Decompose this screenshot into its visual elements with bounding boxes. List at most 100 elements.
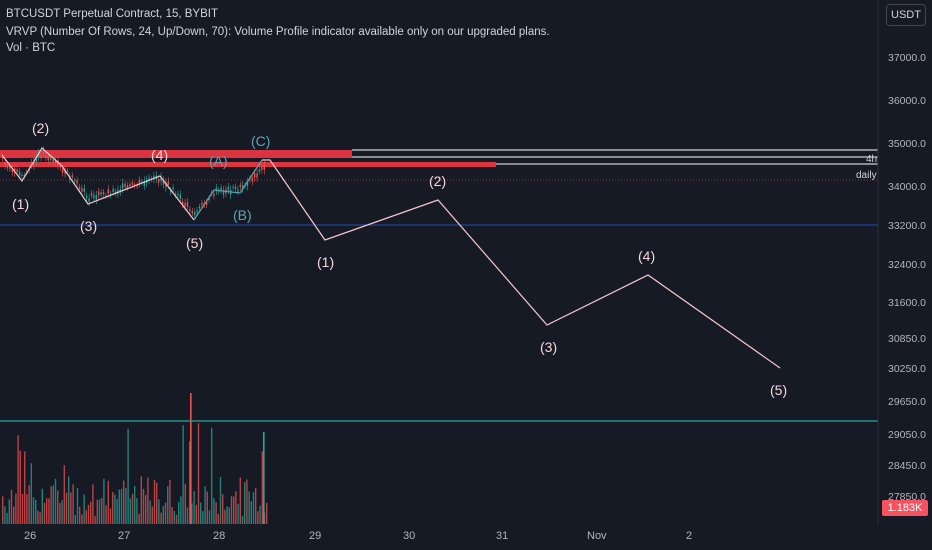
candle-body	[119, 189, 121, 193]
volume-bar	[211, 427, 213, 524]
candle-body	[165, 182, 167, 188]
candle-body	[160, 176, 162, 182]
candle-body	[93, 194, 95, 199]
price-label: 35000.0	[888, 138, 926, 150]
volume-bar	[72, 484, 74, 524]
volume-bar	[190, 393, 192, 524]
volume-bar	[193, 491, 195, 524]
volume-bar	[219, 476, 222, 524]
candle-body	[131, 182, 133, 185]
volume-bar	[114, 494, 116, 524]
volume-bar	[175, 514, 178, 524]
volume-bar	[266, 502, 268, 524]
candle-body	[126, 185, 129, 188]
volume-bar	[131, 493, 134, 524]
volume-bar	[41, 488, 43, 524]
volume-bar	[101, 497, 103, 524]
volume-bar	[6, 512, 8, 524]
vrvp-legend[interactable]: VRVP (Number Of Rows, 24, Up/Down, 70): …	[6, 26, 550, 38]
volume-bar	[145, 494, 147, 524]
volume-bar	[173, 510, 175, 524]
candle-body	[4, 162, 6, 166]
time-label: 29	[309, 530, 322, 542]
candle-body	[81, 188, 83, 192]
candle-body	[64, 169, 66, 174]
time-label: 30	[403, 530, 416, 542]
candle-body	[237, 189, 239, 192]
corrective-wave-line	[193, 159, 263, 221]
candle-body	[35, 157, 37, 162]
price-label: 36000.0	[888, 95, 926, 107]
time-label: Nov	[587, 530, 607, 542]
candle-body	[107, 189, 109, 194]
price-label: 29650.0	[888, 396, 926, 408]
volume-bar	[13, 506, 15, 524]
volume-bar	[105, 505, 107, 524]
volume-bar	[180, 496, 182, 524]
volume-bar	[217, 514, 219, 524]
volume-bar	[182, 425, 184, 524]
zone-label-4h: 4h	[866, 154, 878, 165]
volume-bar	[215, 502, 217, 524]
candle-body	[220, 187, 222, 191]
volume-bar	[153, 479, 156, 524]
volume-bar	[248, 491, 250, 524]
volume-bar	[237, 503, 239, 524]
volume-bar	[83, 494, 85, 524]
volume-bar	[158, 499, 160, 524]
volume-legend[interactable]: Vol · BTC	[6, 42, 56, 54]
volume-bar	[184, 483, 186, 524]
volume-value-tag: 1.183K	[882, 500, 928, 516]
wave-label-past-1: (1)	[12, 196, 30, 212]
candle-body	[62, 168, 64, 173]
candle-body	[33, 161, 35, 166]
price-label: 28450.0	[888, 460, 926, 472]
volume-bar	[116, 499, 118, 524]
currency-button[interactable]: USDT	[886, 4, 926, 26]
volume-bar	[134, 486, 136, 524]
candle-body	[256, 173, 258, 178]
volume-bar	[43, 503, 46, 524]
volume-bar	[195, 504, 197, 524]
wave-label-proj-4: (4)	[638, 248, 656, 264]
volume-bar	[202, 511, 204, 524]
volume-bar	[70, 492, 72, 524]
candle-body	[143, 180, 145, 186]
candle-body	[83, 188, 85, 192]
volume-bar	[164, 502, 167, 524]
volume-bar	[63, 465, 65, 524]
candle-body	[42, 150, 45, 154]
volume-bar	[10, 489, 13, 524]
candle-body	[112, 188, 114, 192]
volume-bar	[228, 507, 230, 524]
volume-bar	[76, 488, 79, 524]
candle-body	[201, 203, 203, 206]
price-label: 29050.0	[888, 429, 926, 441]
candle-body	[105, 195, 107, 197]
candle-body	[184, 202, 186, 207]
wave-label-past-2: (2)	[32, 120, 50, 136]
volume-bar	[35, 499, 37, 524]
volume-bar	[246, 479, 248, 524]
candle-body	[170, 190, 172, 193]
volume-bar	[261, 451, 263, 524]
candle-body	[21, 174, 23, 177]
volume-bar	[61, 500, 63, 524]
candle-body	[114, 191, 117, 194]
volume-bar	[235, 491, 237, 524]
volume-bar	[178, 502, 180, 524]
candle-body	[23, 175, 25, 177]
wave-label-a: (A)	[209, 153, 228, 169]
candle-body	[198, 206, 201, 209]
candle-body	[232, 186, 234, 188]
volume-bar	[79, 506, 81, 524]
price-label: 31600.0	[888, 297, 926, 309]
candle-body	[141, 181, 143, 183]
candle-body	[47, 156, 49, 161]
candle-body	[206, 202, 208, 205]
candle-body	[261, 166, 263, 170]
wave-label-b: (B)	[233, 207, 252, 223]
symbol-legend[interactable]: BTCUSDT Perpetual Contract, 15, BYBIT	[6, 8, 218, 20]
volume-bar	[37, 510, 39, 524]
